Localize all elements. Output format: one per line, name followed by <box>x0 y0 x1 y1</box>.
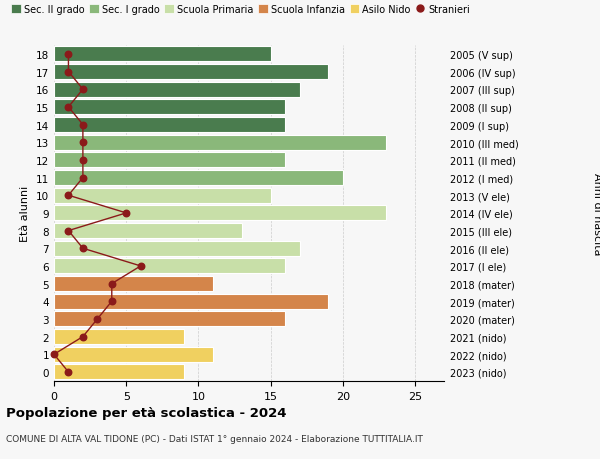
Point <box>78 157 88 164</box>
Point <box>64 192 73 200</box>
Bar <box>54 153 285 168</box>
Point <box>49 351 59 358</box>
Point <box>64 69 73 76</box>
Bar <box>54 259 285 274</box>
Bar <box>54 364 184 380</box>
Point <box>78 139 88 146</box>
Bar <box>54 206 386 221</box>
Bar <box>54 188 271 203</box>
Bar <box>54 224 242 239</box>
Bar <box>54 276 213 291</box>
Point <box>78 245 88 252</box>
Point <box>78 174 88 182</box>
Bar <box>54 294 328 309</box>
Bar <box>54 83 299 97</box>
Point <box>64 227 73 235</box>
Text: COMUNE DI ALTA VAL TIDONE (PC) - Dati ISTAT 1° gennaio 2024 - Elaborazione TUTTI: COMUNE DI ALTA VAL TIDONE (PC) - Dati IS… <box>6 434 423 443</box>
Bar <box>54 312 285 327</box>
Bar <box>54 330 184 344</box>
Point <box>78 122 88 129</box>
Bar <box>54 347 213 362</box>
Point <box>64 369 73 376</box>
Bar <box>54 241 299 256</box>
Point <box>92 316 102 323</box>
Point <box>121 210 131 217</box>
Bar <box>54 47 271 62</box>
Bar <box>54 135 386 151</box>
Point <box>107 298 116 305</box>
Legend: Sec. II grado, Sec. I grado, Scuola Primaria, Scuola Infanzia, Asilo Nido, Stran: Sec. II grado, Sec. I grado, Scuola Prim… <box>11 5 470 15</box>
Bar <box>54 171 343 185</box>
Point <box>107 280 116 288</box>
Bar <box>54 100 285 115</box>
Bar <box>54 118 285 133</box>
Text: Anni di nascita: Anni di nascita <box>592 172 600 255</box>
Point <box>64 104 73 111</box>
Bar <box>54 65 328 80</box>
Point <box>64 51 73 58</box>
Point <box>78 333 88 341</box>
Point <box>136 263 145 270</box>
Text: Popolazione per età scolastica - 2024: Popolazione per età scolastica - 2024 <box>6 406 287 419</box>
Point <box>78 86 88 94</box>
Y-axis label: Età alunni: Età alunni <box>20 185 31 241</box>
